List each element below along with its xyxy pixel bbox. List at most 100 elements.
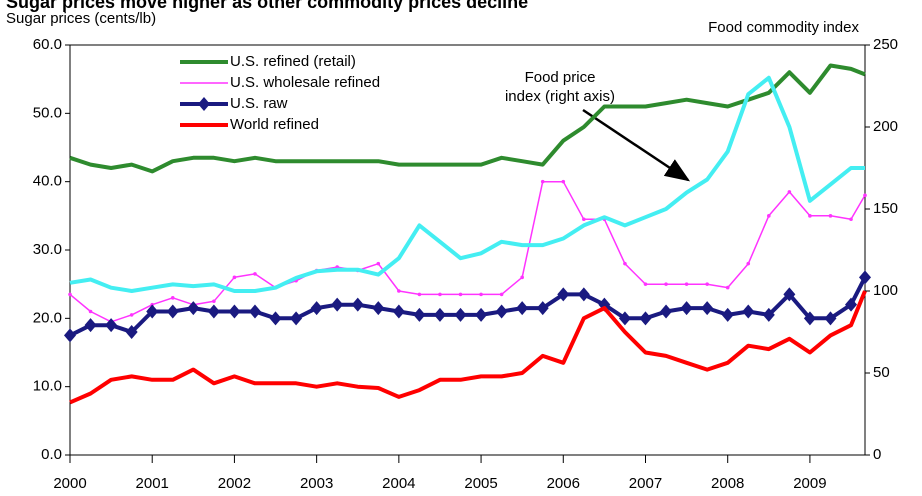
- point-marker: [146, 304, 159, 319]
- y-tick-label: 50.0: [33, 104, 62, 121]
- series-line: [69, 75, 865, 293]
- y-tick-label: 10.0: [33, 378, 62, 395]
- point-marker: [762, 307, 775, 322]
- point-marker: [803, 311, 816, 326]
- y-axis-label: Sugar prices (cents/lb): [6, 10, 156, 27]
- point-marker: [372, 301, 385, 316]
- x-tick-label: 2007: [629, 475, 662, 492]
- point-marker: [824, 311, 837, 326]
- x-tick-label: 2003: [300, 475, 333, 492]
- point-marker: [680, 301, 693, 316]
- chart-title: Sugar prices move higher as other commod…: [6, 0, 528, 12]
- point-marker: [269, 311, 282, 326]
- point-marker: [248, 304, 261, 319]
- point-marker: [859, 270, 871, 285]
- point-marker: [68, 292, 72, 297]
- annotation-arrow: [582, 108, 691, 182]
- point-marker: [228, 304, 241, 319]
- legend-label: U.S. refined (retail): [230, 53, 356, 70]
- y-tick-label: 40.0: [33, 173, 62, 190]
- y-tick-label: 20.0: [33, 309, 62, 326]
- point-marker: [767, 214, 771, 218]
- point-marker: [129, 313, 134, 317]
- point-marker: [433, 307, 446, 322]
- annotation: index (right axis): [505, 88, 615, 105]
- point-marker: [639, 311, 652, 326]
- legend-label: U.S. raw: [230, 95, 288, 112]
- point-marker: [684, 282, 689, 286]
- y2-tick-label: 50: [873, 364, 890, 381]
- point-marker: [725, 285, 730, 290]
- point-marker: [376, 261, 381, 266]
- point-marker: [166, 304, 179, 319]
- point-marker: [331, 297, 344, 312]
- point-marker: [863, 193, 867, 198]
- series-line: [69, 180, 866, 323]
- point-marker: [721, 307, 734, 322]
- x-tick-label: 2005: [464, 475, 497, 492]
- point-marker: [454, 307, 467, 322]
- point-marker: [64, 328, 76, 343]
- point-marker: [479, 292, 483, 297]
- point-marker: [520, 275, 524, 280]
- point-marker: [701, 301, 714, 316]
- legend-label: U.S. wholesale refined: [230, 74, 380, 91]
- point-marker: [392, 304, 405, 319]
- point-marker: [557, 287, 570, 302]
- point-marker: [495, 304, 508, 319]
- point-marker: [623, 261, 627, 266]
- point-marker: [125, 325, 138, 339]
- y2-tick-label: 100: [873, 282, 898, 299]
- point-marker: [783, 287, 796, 302]
- point-marker: [808, 214, 812, 218]
- point-marker: [232, 275, 237, 280]
- point-marker: [828, 214, 833, 218]
- point-marker: [540, 179, 545, 184]
- point-marker: [397, 289, 401, 293]
- y-tick-label: 0.0: [41, 446, 62, 463]
- point-marker: [290, 311, 303, 326]
- point-marker: [536, 301, 549, 316]
- point-marker: [742, 304, 755, 319]
- point-marker: [413, 307, 426, 322]
- point-marker: [212, 299, 216, 304]
- point-marker: [105, 318, 118, 333]
- y-tick-label: 60.0: [33, 36, 62, 53]
- point-marker: [582, 217, 586, 222]
- annotation: Food price: [525, 69, 596, 86]
- x-tick-label: 2008: [711, 475, 744, 492]
- x-tick-label: 2001: [136, 475, 169, 492]
- point-marker: [207, 304, 220, 319]
- point-marker: [746, 261, 751, 266]
- point-marker: [187, 301, 200, 316]
- point-marker: [351, 297, 364, 312]
- x-tick-label: 2002: [218, 475, 251, 492]
- point-marker: [577, 287, 590, 302]
- point-marker: [458, 292, 463, 297]
- series-line: [69, 276, 867, 338]
- x-tick-label: 2004: [382, 475, 415, 492]
- point-marker: [417, 292, 422, 297]
- series-line: [69, 63, 866, 174]
- point-marker: [253, 272, 257, 276]
- point-marker: [170, 296, 175, 300]
- point-marker: [787, 190, 792, 194]
- point-marker: [845, 297, 858, 312]
- point-marker: [438, 292, 442, 297]
- y2-axis-label: Food commodity index: [708, 19, 859, 36]
- point-marker: [88, 309, 93, 314]
- point-marker: [84, 318, 97, 333]
- point-marker: [660, 304, 673, 319]
- point-marker: [561, 179, 566, 184]
- legend-marker: [198, 97, 210, 111]
- y-tick-label: 30.0: [33, 241, 62, 258]
- point-marker: [310, 301, 323, 316]
- y2-tick-label: 0: [873, 446, 881, 463]
- point-marker: [499, 292, 504, 297]
- series-line: [69, 290, 867, 405]
- point-marker: [516, 301, 529, 316]
- point-marker: [643, 282, 648, 286]
- y2-tick-label: 250: [873, 36, 898, 53]
- point-marker: [618, 311, 631, 326]
